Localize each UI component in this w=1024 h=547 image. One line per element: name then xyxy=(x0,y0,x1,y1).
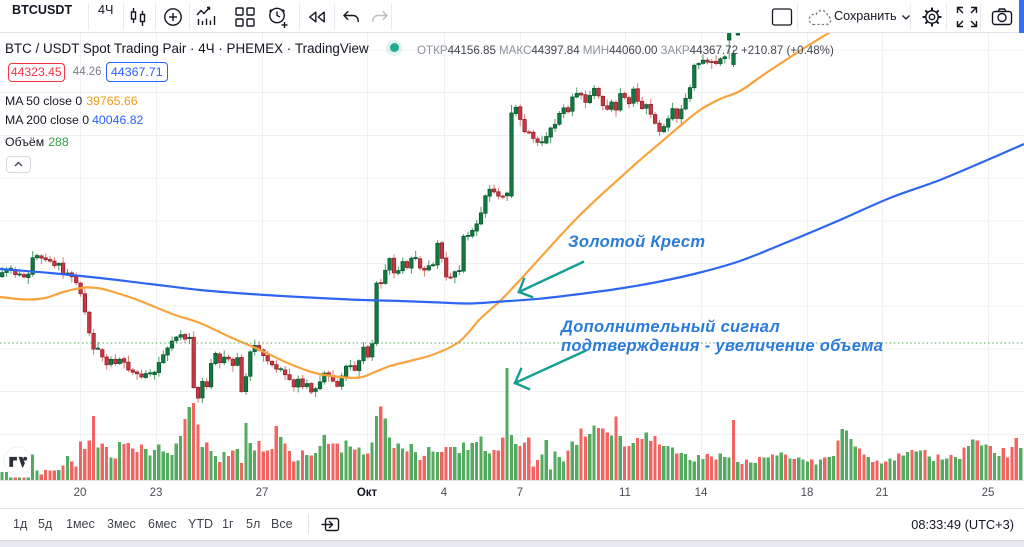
svg-text:Золотой Крест: Золотой Крест xyxy=(568,233,705,251)
svg-text:Окт: Окт xyxy=(357,487,378,499)
svg-text:21: 21 xyxy=(876,487,889,499)
svg-text:25: 25 xyxy=(982,487,995,499)
svg-text:20: 20 xyxy=(74,487,87,499)
svg-text:7: 7 xyxy=(517,487,523,499)
svg-text:11: 11 xyxy=(619,487,631,499)
svg-text:подтверждения - увеличение объ: подтверждения - увеличение объема xyxy=(561,337,883,355)
svg-text:23: 23 xyxy=(150,487,163,499)
svg-text:18: 18 xyxy=(801,487,814,499)
svg-text:4: 4 xyxy=(441,487,448,499)
svg-text:14: 14 xyxy=(695,487,708,499)
svg-text:Дополнительный сигнал: Дополнительный сигнал xyxy=(559,318,780,336)
svg-text:27: 27 xyxy=(256,487,269,499)
